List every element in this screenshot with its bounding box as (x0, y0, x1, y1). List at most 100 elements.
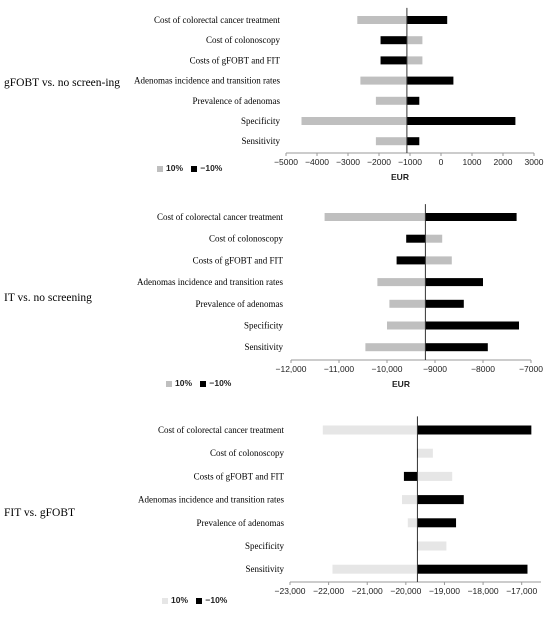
x-tick-label: −12,000 (276, 364, 307, 374)
bar-minus-10pct (406, 234, 426, 243)
bar-plus-10pct (401, 495, 418, 505)
bar-minus-10pct (406, 137, 420, 146)
category-label: Cost of colonoscopy (209, 234, 283, 244)
legend-swatch-minus10pct (191, 165, 198, 172)
category-label: Specificity (245, 541, 284, 551)
x-tick-label: 3000 (525, 157, 544, 167)
bar-plus-10pct (387, 321, 426, 330)
panel-label: IT vs. no screening (4, 292, 92, 304)
x-tick-label: −11,000 (324, 364, 355, 374)
bar-minus-10pct (406, 16, 448, 24)
bar-minus-10pct (425, 321, 519, 330)
panel-label: FIT vs. gFOBT (4, 507, 76, 519)
category-label: Sensitivity (241, 136, 280, 146)
category-label: Cost of colonoscopy (206, 35, 280, 45)
panel-gfobt-vs-no-screening: gFOBT vs. no screen-ing −5000 −4000 −3000−… (0, 0, 550, 190)
bar-plus-10pct (375, 96, 407, 105)
legend-item-10pct: 10% (162, 595, 188, 605)
category-label: Costs of gFOBT and FIT (193, 255, 284, 265)
bar-plus-10pct (332, 564, 418, 574)
legend-item-minus10pct: −10% (200, 378, 231, 388)
legend-label: 10% (171, 595, 189, 605)
legend-swatch-minus10pct (200, 380, 207, 387)
bar-plus-10pct (407, 518, 418, 528)
x-tick-label: −7000 (519, 364, 543, 374)
category-label: Sensitivity (244, 342, 283, 352)
x-tick-label: 1000 (463, 157, 482, 167)
legend: 10% −10% (162, 595, 233, 605)
bar-minus-10pct (425, 278, 483, 287)
category-label: Costs of gFOBT and FIT (190, 55, 281, 65)
x-tick-label: −2000 (367, 157, 391, 167)
legend-item-minus10pct: −10% (196, 595, 227, 605)
legend-swatch-minus10pct (196, 597, 203, 604)
bar-plus-10pct (425, 234, 443, 243)
category-label: Prevalence of adenomas (196, 299, 284, 309)
tornado-chart: −23,000 −22,000 −21,000 −20,000 −19,000 −18,0… (138, 416, 541, 596)
bar-plus-10pct (417, 471, 453, 481)
category-label: Cost of colorectal cancer treatment (158, 425, 284, 435)
legend-label: −10% (200, 163, 223, 173)
x-axis-title: EUR (392, 379, 410, 389)
x-tick-label: −22,000 (313, 586, 344, 596)
bar-minus-10pct (417, 425, 532, 435)
bar-plus-10pct (417, 541, 447, 551)
bar-minus-10pct (380, 36, 407, 45)
bar-minus-10pct (425, 343, 488, 352)
legend-swatch-10pct (157, 165, 163, 172)
x-tick-label: −18,000 (468, 586, 499, 596)
category-label: Prevalence of adenomas (193, 96, 281, 106)
panel-fit-vs-gfobt: FIT vs. gFOBT −23,000 −22,000 −21,000 −20,0… (0, 410, 550, 617)
category-label: Adenomas incidence and transition rates (138, 495, 284, 505)
bar-minus-10pct (417, 564, 528, 574)
x-tick-label: −8000 (471, 364, 495, 374)
bar-minus-10pct (425, 213, 517, 221)
x-tick-label: −17,000 (506, 586, 537, 596)
x-tick-label: −20,000 (390, 586, 421, 596)
bar-plus-10pct (365, 343, 426, 352)
tornado-chart: −12,000 −11,000 −10,000 −9000 −8000 −7000 EUR C… (137, 204, 543, 389)
legend-label: −10% (209, 378, 232, 388)
category-label: Costs of gFOBT and FIT (194, 471, 285, 481)
x-tick-label: −5000 (274, 157, 298, 167)
bar-minus-10pct (403, 471, 418, 481)
category-label: Sensitivity (245, 564, 284, 574)
legend-label: −10% (205, 595, 228, 605)
category-label: Cost of colorectal cancer treatment (154, 15, 280, 25)
legend-item-10pct: 10% (166, 378, 192, 388)
legend-swatch-10pct (166, 380, 172, 387)
legend: 10% −10% (157, 163, 228, 173)
bar-minus-10pct (406, 76, 454, 85)
bar-minus-10pct (380, 56, 407, 65)
category-label: Adenomas incidence and transition rates (137, 277, 283, 287)
x-axis-title: EUR (391, 172, 409, 182)
x-tick-label: −23,000 (275, 586, 306, 596)
category-label: Cost of colonoscopy (210, 448, 284, 458)
bar-plus-10pct (406, 56, 423, 65)
legend-item-minus10pct: −10% (191, 163, 222, 173)
bar-minus-10pct (396, 256, 426, 265)
panel-it-vs-no-screening: IT vs. no screening −12,000 −11,000 −10,00… (0, 200, 550, 400)
bar-plus-10pct (324, 213, 426, 221)
x-tick-label: −4000 (305, 157, 329, 167)
legend-label: 10% (166, 163, 184, 173)
category-label: Adenomas incidence and transition rates (134, 76, 280, 86)
bar-minus-10pct (406, 96, 420, 105)
x-tick-label: −9000 (423, 364, 447, 374)
bar-plus-10pct (357, 16, 407, 24)
category-label: Specificity (241, 116, 280, 126)
legend: 10% −10% (166, 378, 237, 388)
bar-plus-10pct (406, 36, 423, 45)
bar-plus-10pct (322, 425, 418, 435)
bar-minus-10pct (425, 299, 464, 308)
category-label: Prevalence of adenomas (197, 518, 285, 528)
panel-label: gFOBT vs. no screen-ing (4, 77, 121, 89)
x-tick-label: −3000 (336, 157, 360, 167)
x-tick-label: −10,000 (372, 364, 403, 374)
bar-plus-10pct (425, 256, 452, 265)
category-label: Cost of colorectal cancer treatment (157, 212, 283, 222)
bar-plus-10pct (375, 137, 407, 146)
bar-minus-10pct (417, 495, 464, 505)
bar-minus-10pct (417, 518, 457, 528)
bar-plus-10pct (377, 278, 426, 287)
